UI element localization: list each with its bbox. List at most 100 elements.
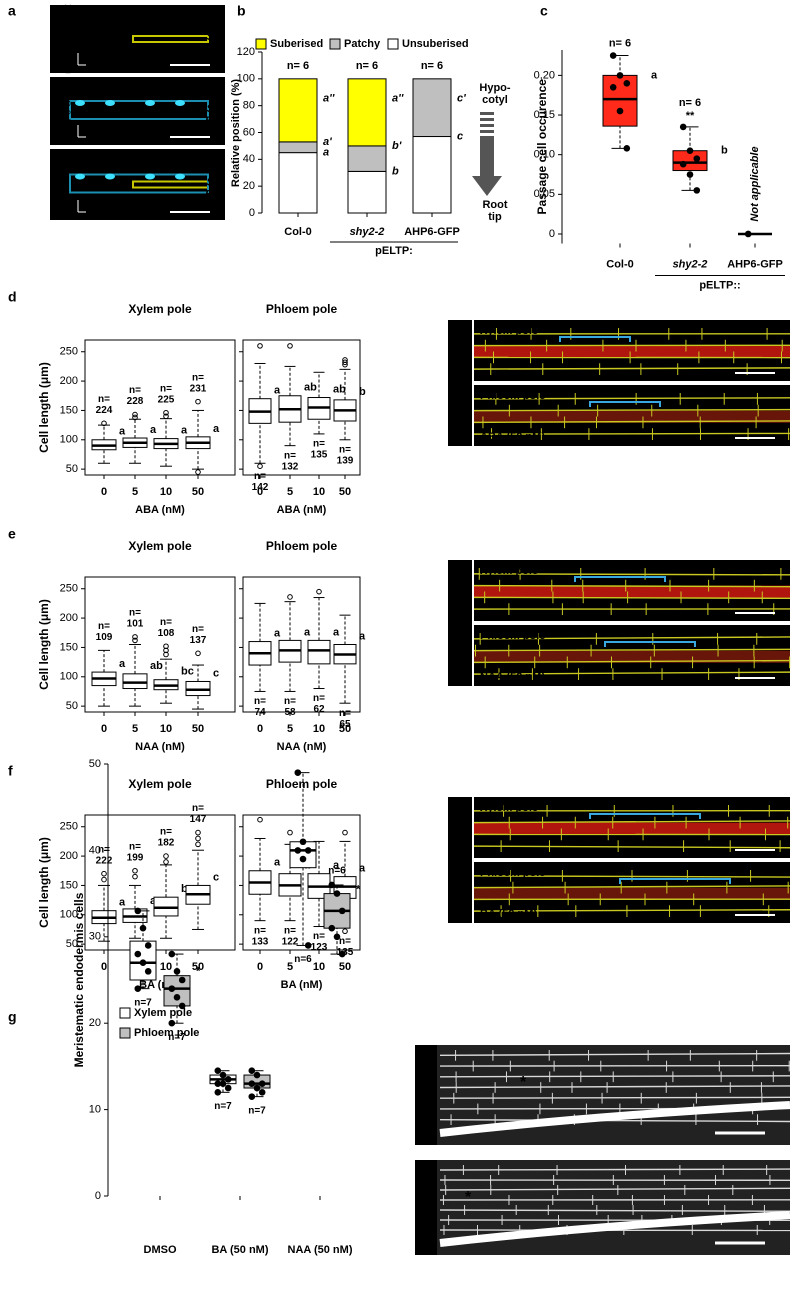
nucleus	[145, 173, 155, 180]
data-point	[679, 160, 687, 168]
data-point	[173, 968, 181, 975]
layer-label: En	[205, 19, 219, 31]
significance-letter: a	[119, 426, 126, 438]
cell-wall	[473, 596, 791, 600]
n-label: n=7	[134, 997, 152, 1008]
data-point	[214, 1080, 222, 1087]
y-tick-label: 0	[95, 1190, 101, 1202]
image-label: pGPAT5::mCitrine-SYP122	[451, 564, 462, 683]
x-tick-label: 50	[192, 961, 204, 973]
y-tick-label: 250	[60, 346, 78, 358]
bar-segment	[347, 78, 387, 147]
cell-wall	[473, 885, 791, 889]
endodermis-signal	[132, 35, 209, 43]
legend-label: Xylem pole	[134, 1007, 192, 1019]
y-tick-label: 150	[60, 879, 78, 891]
x-tick-label: 50	[339, 961, 351, 973]
x-tick-label: 50	[192, 723, 204, 735]
y-tick-label: 50	[66, 938, 78, 950]
data-point	[304, 942, 312, 949]
y-tick-label: 250	[60, 821, 78, 833]
cell-bracket	[589, 813, 701, 819]
cell-wall	[473, 397, 791, 400]
x-tick-label: BA (50 nM)	[211, 1244, 268, 1256]
xpp-signal	[474, 345, 790, 358]
n-label: n= 6	[679, 97, 701, 109]
nucleus	[175, 173, 185, 180]
outlier	[132, 867, 138, 874]
n-label: 132	[282, 461, 299, 472]
y-axis-label: Cell length (μm)	[37, 362, 51, 453]
x-tick-label: 10	[160, 723, 172, 735]
cell-wall	[439, 1118, 791, 1123]
n-label: 62	[313, 704, 325, 715]
x-tick-label: 5	[287, 486, 293, 498]
y-tick-label: 40	[243, 153, 255, 165]
cell-wall	[439, 1085, 791, 1089]
data-point	[219, 1080, 227, 1087]
data-point	[616, 72, 624, 79]
n-label: 225	[158, 394, 175, 405]
label-strip	[448, 797, 472, 923]
image-label: pXPP::3mCherry-SYP122	[461, 566, 472, 680]
n-label: 65	[339, 719, 351, 730]
cell-bracket	[589, 401, 661, 407]
label-strip	[415, 1160, 437, 1255]
n-label: n=	[160, 617, 172, 628]
nucleus	[175, 100, 185, 106]
y-tick-label: 120	[237, 46, 255, 58]
y-tick-label: 10	[89, 1104, 101, 1116]
significance-letter: a	[274, 385, 281, 397]
data-point	[616, 107, 624, 115]
plot-frame	[242, 814, 361, 951]
x-tick-label: NAA (50 nM)	[288, 1244, 353, 1256]
outlier	[342, 829, 348, 836]
chart-title: Xylem pole	[128, 302, 192, 316]
data-point	[258, 1089, 266, 1096]
root-edge	[439, 1211, 791, 1247]
axis-label: x	[88, 207, 92, 216]
x-axis-label: BA (nM)	[281, 979, 323, 991]
n-label: n=	[192, 624, 204, 635]
n-label: 139	[337, 455, 354, 466]
axis-label: y	[74, 50, 78, 59]
n-label: n=	[339, 444, 351, 455]
n-label: n=	[129, 608, 141, 619]
x-axis-label: NAA (nM)	[135, 741, 185, 753]
x-tick-label: 5	[287, 723, 293, 735]
nucleus	[105, 173, 115, 180]
xpp-signal	[474, 585, 790, 598]
image-label: Overlay	[51, 169, 61, 201]
image-label: Phloem pole	[480, 390, 545, 402]
n-label: n= 6	[287, 60, 309, 72]
y-tick-label: 20	[243, 180, 255, 192]
x-tick-label: 10	[313, 723, 325, 735]
outlier	[342, 357, 348, 363]
cell-wall	[473, 408, 791, 412]
image-marker: *	[520, 1074, 527, 1091]
n-label: n=	[98, 621, 110, 632]
n-label: n=	[339, 936, 351, 947]
outlier	[163, 413, 169, 420]
image-label: pELTP::	[51, 95, 61, 127]
data-point	[168, 985, 176, 992]
label-strip	[415, 1045, 437, 1145]
significance-letter: bc	[181, 666, 194, 678]
image-label: Xylem pole	[480, 802, 538, 814]
xpp-signal	[474, 650, 790, 663]
layer-label: St	[207, 103, 219, 115]
data-point	[338, 950, 346, 958]
cell-wall	[439, 1096, 791, 1099]
panel-label: d	[8, 289, 17, 305]
x-axis-label: ABA (nM)	[135, 504, 185, 516]
axis-label: x	[88, 60, 92, 69]
n-label: n=	[160, 827, 172, 838]
significance-letter: a	[119, 897, 126, 909]
data-point	[144, 942, 152, 949]
significance-letter: b	[181, 883, 188, 895]
significance-letter: a	[119, 658, 126, 670]
axis-label: x	[88, 132, 92, 141]
outlier	[287, 829, 293, 836]
y-tick-label: 200	[60, 850, 78, 862]
